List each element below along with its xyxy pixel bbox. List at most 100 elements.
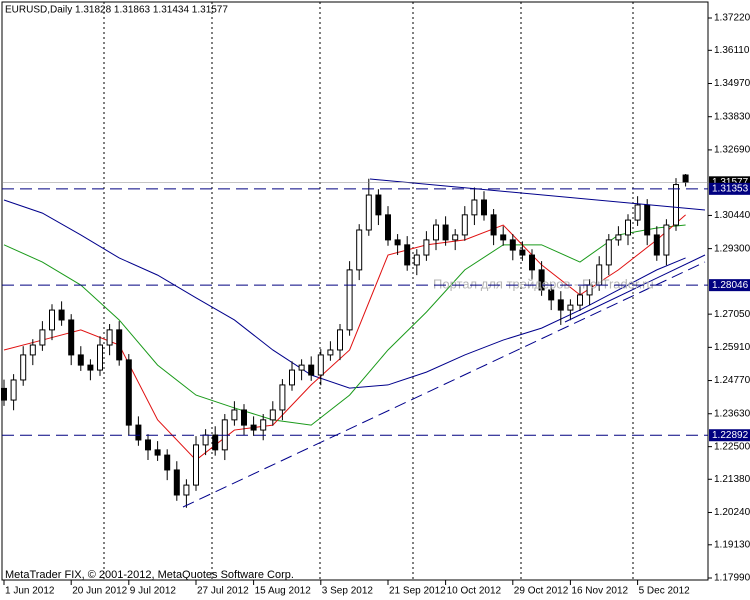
plot — [1, 173, 689, 508]
y-tick-label: 1.25910 — [714, 342, 750, 353]
candle-body — [77, 354, 84, 366]
y-tick-label: 1.22500 — [714, 441, 750, 452]
x-tick-label: 27 Jul 2012 — [197, 586, 249, 597]
period-separators — [103, 2, 634, 580]
candle-body — [365, 194, 372, 231]
level-label-box — [709, 182, 750, 195]
trendlines — [182, 178, 706, 508]
candle-body — [317, 354, 324, 376]
candle-body — [404, 244, 411, 266]
level-label: 1.31353 — [712, 183, 749, 194]
candle-body — [615, 234, 622, 241]
y-tick-label: 1.32690 — [714, 145, 750, 156]
candle-body — [260, 419, 267, 431]
candle-body — [653, 234, 660, 256]
level-label: 1.28046 — [712, 280, 749, 291]
candle-body — [145, 439, 151, 451]
candle-body — [231, 409, 238, 421]
y-tick-label: 1.30440 — [714, 210, 750, 221]
level-label-box — [709, 429, 750, 442]
candle-body — [346, 269, 353, 331]
candle-body — [625, 219, 631, 236]
candle-body — [490, 214, 497, 236]
trendline — [369, 178, 706, 211]
candle-body — [20, 354, 27, 381]
candle-body — [173, 469, 180, 496]
candle-body — [58, 309, 65, 321]
level-label-box — [709, 279, 750, 292]
candle-body — [250, 424, 257, 431]
y-tick-label: 1.29300 — [714, 243, 750, 254]
candle-body — [337, 329, 343, 351]
x-tick-label: 15 Aug 2012 — [255, 586, 312, 597]
candle-body — [577, 294, 583, 306]
plot-frame — [1, 1, 709, 581]
candle-body — [202, 434, 209, 446]
x-tick-label: 21 Sep 2012 — [389, 586, 446, 597]
candle-body — [68, 319, 75, 356]
x-tick-label: 29 Oct 2012 — [514, 586, 569, 597]
x-tick-label: 9 Jul 2012 — [130, 586, 177, 597]
candle-body — [548, 289, 555, 301]
candle-body — [452, 234, 459, 241]
chart-title: EURUSD,Daily 1.31828 1.31863 1.31434 1.3… — [5, 5, 228, 16]
candle-body — [87, 364, 94, 371]
y-tick-label: 1.17990 — [714, 573, 750, 584]
footer: MetaTrader FIX, © 2001-2012, MetaQuotes … — [5, 569, 294, 581]
candle-body — [663, 224, 670, 256]
y-tick-label: 1.23630 — [714, 408, 750, 419]
candle-body — [116, 329, 123, 361]
x-tick-label: 20 Jun 2012 — [72, 586, 127, 597]
y-tick-label: 1.21380 — [714, 474, 750, 485]
candle-body — [519, 249, 526, 256]
watermark: Портал для трейдеров - ForTrader.ru — [433, 276, 654, 291]
candle-body — [49, 309, 55, 331]
x-tick-label: 3 Sep 2012 — [322, 586, 374, 597]
y-tick-label: 1.27050 — [714, 309, 750, 320]
y-tick-label: 1.33830 — [714, 111, 750, 122]
x-tick-label: 16 Nov 2012 — [571, 586, 628, 597]
candle-body — [298, 364, 305, 371]
candle-body — [375, 194, 382, 216]
candle-body — [500, 234, 507, 241]
candle-body — [557, 299, 564, 311]
y-tick-label: 1.37220 — [714, 13, 750, 24]
candle-body — [538, 269, 545, 291]
candle-body — [644, 204, 651, 236]
moving-average — [3, 224, 686, 426]
candle-body — [529, 254, 535, 271]
candle-body — [442, 224, 449, 241]
level-label: 1.22892 — [712, 430, 749, 441]
candle-body — [289, 369, 295, 386]
y-tick-label: 1.36110 — [714, 45, 750, 56]
y-tick-label: 1.34970 — [714, 78, 750, 89]
candle-body — [682, 174, 689, 183]
candle-body — [193, 444, 199, 486]
candle-body — [183, 484, 190, 496]
candle-body — [241, 409, 247, 426]
trendline — [182, 261, 706, 508]
candle-body — [673, 184, 679, 226]
candle-body — [423, 239, 430, 256]
y-tick-label: 1.19130 — [714, 539, 750, 550]
candle-body — [279, 384, 286, 411]
candle-body — [106, 329, 113, 346]
candle-body — [97, 344, 103, 371]
candle-body — [29, 344, 36, 356]
x-tick-label: 5 Dec 2012 — [639, 586, 691, 597]
current-price-label: 1.31577 — [712, 177, 749, 188]
candle-body — [471, 199, 478, 216]
candle-body — [327, 349, 334, 356]
candle-body — [164, 454, 171, 471]
candle-body — [212, 434, 219, 451]
candle-body — [154, 449, 161, 456]
candle-body — [605, 239, 612, 266]
x-tick-label: 1 Jun 2012 — [5, 586, 55, 597]
candle-body — [461, 214, 468, 236]
candle-body — [413, 254, 420, 266]
x-tick-label: 10 Oct 2012 — [447, 586, 502, 597]
candle-body — [385, 214, 391, 241]
candle-body — [135, 424, 142, 441]
